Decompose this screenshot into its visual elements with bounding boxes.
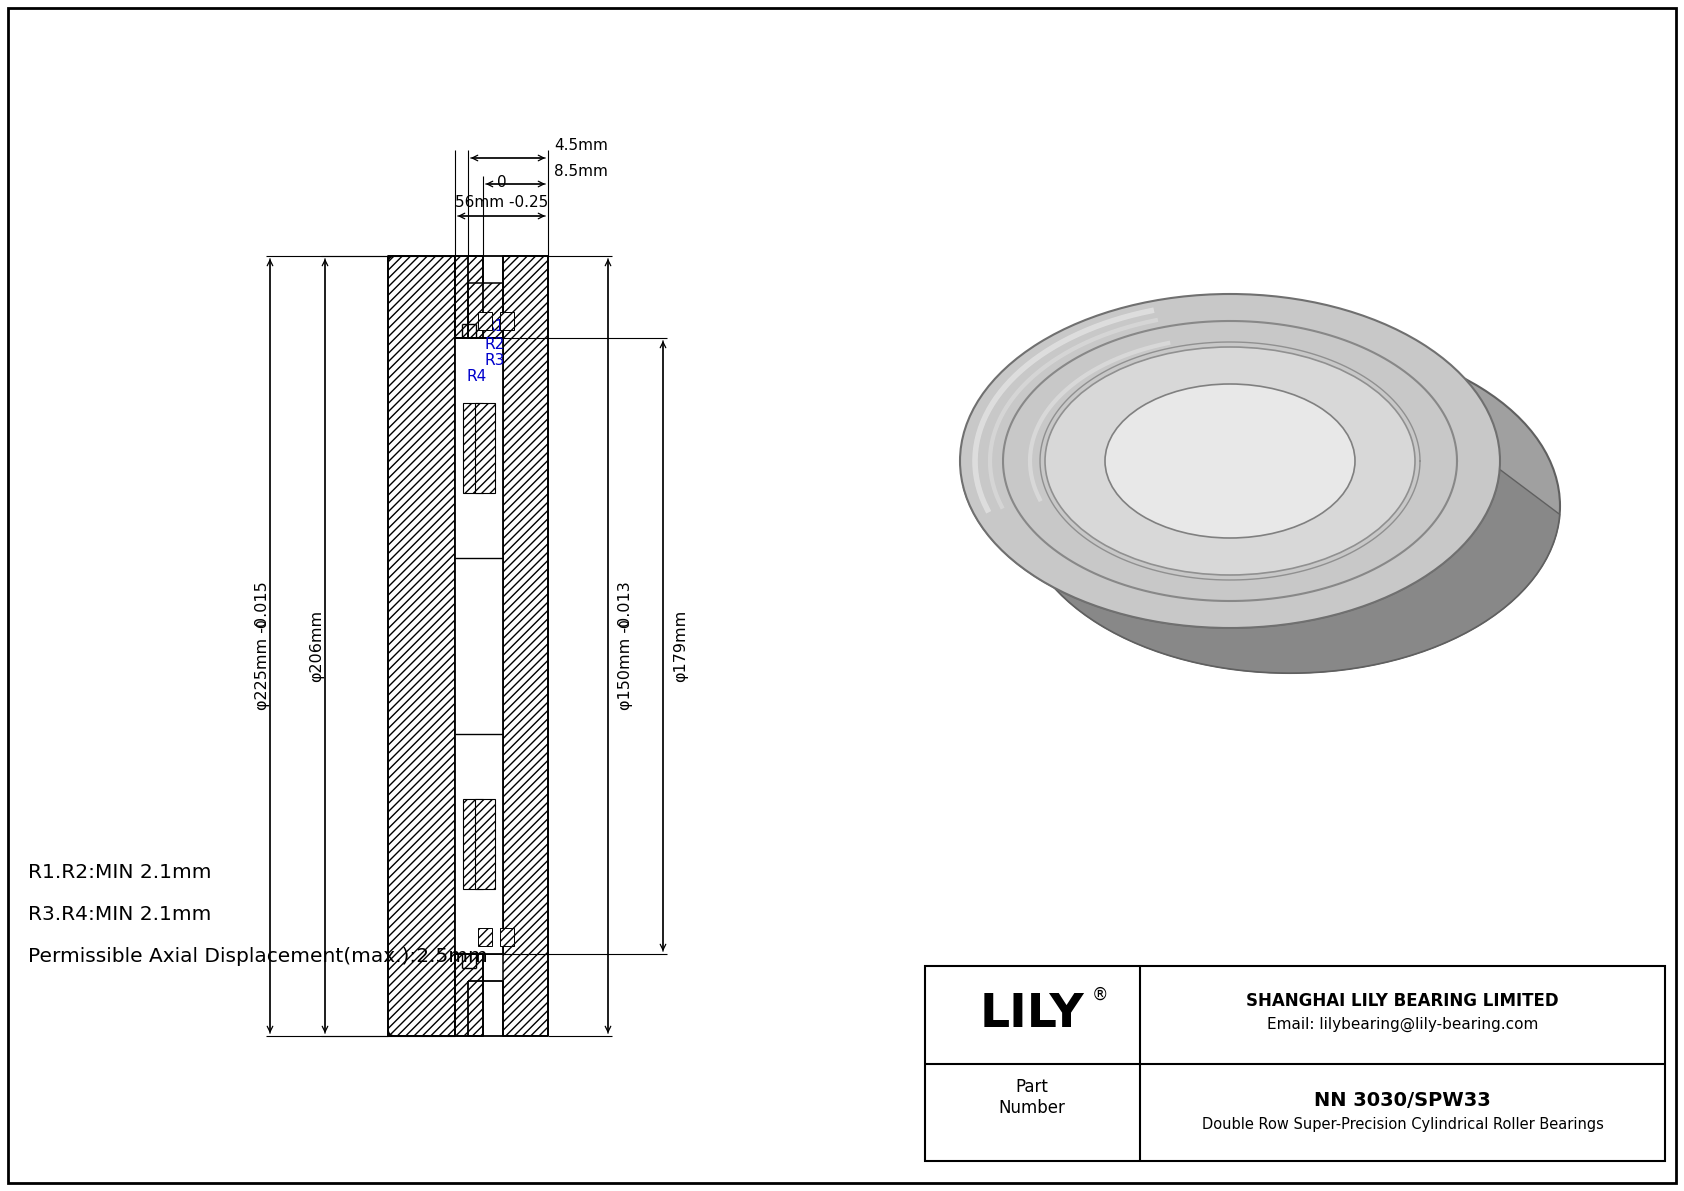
Text: R3: R3 <box>485 353 505 368</box>
Polygon shape <box>963 469 1559 673</box>
Bar <box>500 928 514 946</box>
Text: 0: 0 <box>618 619 632 628</box>
Polygon shape <box>1105 384 1415 506</box>
Text: LILY: LILY <box>980 992 1084 1037</box>
Bar <box>475 799 495 888</box>
Text: φ225mm -0.015: φ225mm -0.015 <box>254 581 269 710</box>
Text: Part
Number: Part Number <box>999 1078 1066 1117</box>
Ellipse shape <box>1165 429 1415 584</box>
Text: 4.5mm: 4.5mm <box>554 138 608 152</box>
Ellipse shape <box>1105 384 1356 538</box>
Bar <box>478 928 492 946</box>
Bar <box>925 966 1665 1161</box>
Bar <box>455 338 483 954</box>
Bar <box>455 338 504 954</box>
Text: φ179mm: φ179mm <box>674 610 689 682</box>
Ellipse shape <box>1021 339 1559 673</box>
Ellipse shape <box>1046 347 1415 575</box>
Text: 0: 0 <box>497 175 507 191</box>
Text: Permissible Axial Displacement(max.):2.5mm: Permissible Axial Displacement(max.):2.5… <box>29 947 488 966</box>
Text: φ150mm -0.013: φ150mm -0.013 <box>618 581 633 710</box>
Text: 56mm -0.25: 56mm -0.25 <box>455 195 547 210</box>
Text: R4: R4 <box>466 369 487 384</box>
Bar <box>463 799 483 888</box>
Text: SHANGHAI LILY BEARING LIMITED: SHANGHAI LILY BEARING LIMITED <box>1246 992 1559 1010</box>
Bar <box>478 312 492 330</box>
Bar <box>468 338 504 899</box>
Text: ®: ® <box>1091 986 1108 1004</box>
Bar <box>500 312 514 330</box>
Text: 0: 0 <box>254 619 269 628</box>
Text: NN 3030/SPW33: NN 3030/SPW33 <box>1314 1091 1490 1110</box>
Bar <box>387 256 455 1036</box>
Text: φ206mm: φ206mm <box>310 610 325 682</box>
Bar <box>468 899 504 954</box>
Bar <box>504 256 547 1036</box>
Text: R1.R2:MIN 2.1mm: R1.R2:MIN 2.1mm <box>29 862 212 881</box>
Text: Double Row Super-Precision Cylindrical Roller Bearings: Double Row Super-Precision Cylindrical R… <box>1202 1117 1603 1131</box>
Text: 8.5mm: 8.5mm <box>554 164 608 179</box>
Bar <box>463 403 483 493</box>
Bar <box>475 403 495 493</box>
Text: R1: R1 <box>485 319 505 333</box>
Bar <box>455 256 483 338</box>
Text: R2: R2 <box>485 337 505 353</box>
Ellipse shape <box>960 294 1500 628</box>
Text: R3.R4:MIN 2.1mm: R3.R4:MIN 2.1mm <box>29 904 212 923</box>
Bar <box>468 283 504 338</box>
Text: Email: lilybearing@lily-bearing.com: Email: lilybearing@lily-bearing.com <box>1266 1017 1537 1033</box>
Bar <box>455 954 483 1036</box>
